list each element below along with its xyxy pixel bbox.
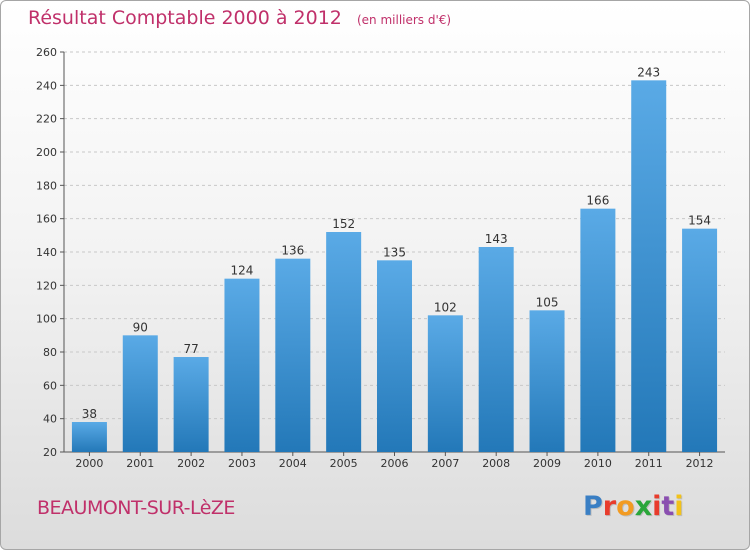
logo-letter: x: [634, 491, 653, 522]
y-tick-label: 180: [36, 179, 57, 192]
chart-title-block: Résultat Comptable 2000 à 2012 (en milli…: [28, 7, 451, 29]
bar: [71, 422, 107, 452]
y-tick-label: 20: [43, 446, 57, 459]
proxiti-logo: Proxiti: [583, 491, 684, 522]
y-tick-label: 160: [36, 213, 57, 226]
x-tick-label: 2001: [126, 457, 154, 470]
bar: [275, 258, 311, 452]
data-label: 124: [231, 264, 254, 278]
bar: [580, 208, 616, 452]
bar: [377, 260, 412, 452]
data-label: 90: [133, 320, 148, 334]
y-tick-label: 240: [36, 79, 57, 92]
logo-letter: i: [652, 491, 662, 522]
data-label: 243: [637, 65, 660, 79]
data-label: 102: [434, 300, 457, 314]
bar: [326, 232, 362, 452]
y-tick-label: 60: [43, 379, 57, 392]
logo-letter: r: [602, 491, 617, 522]
bar: [529, 310, 565, 452]
x-tick-label: 2007: [431, 457, 459, 470]
x-tick-label: 2006: [381, 457, 409, 470]
x-tick-label: 2009: [533, 457, 561, 470]
x-tick-label: 2004: [279, 457, 307, 470]
data-label: 136: [281, 244, 304, 258]
x-tick-label: 2008: [482, 457, 510, 470]
chart-unit: (en milliers d'€): [356, 13, 452, 27]
bar: [682, 228, 718, 452]
x-tick-label: 2011: [635, 457, 663, 470]
town-name: BEAUMONT-SUR-LèZE: [37, 497, 235, 519]
logo-letter: t: [661, 491, 675, 522]
bar: [478, 247, 514, 452]
y-tick-label: 260: [36, 46, 57, 59]
data-label: 77: [183, 342, 198, 356]
data-label: 105: [536, 295, 559, 309]
data-label: 135: [383, 245, 406, 259]
x-tick-label: 2000: [75, 457, 103, 470]
bar: [173, 357, 209, 452]
x-tick-label: 2005: [330, 457, 358, 470]
chart-title: Résultat Comptable 2000 à 2012: [28, 7, 342, 29]
data-label: 154: [688, 214, 711, 228]
bar: [122, 335, 158, 452]
bar: [427, 315, 463, 452]
y-tick-label: 220: [36, 113, 57, 126]
y-tick-label: 200: [36, 146, 57, 159]
y-tick-label: 100: [36, 313, 57, 326]
x-tick-label: 2012: [686, 457, 714, 470]
data-label: 166: [586, 194, 609, 208]
y-tick-label: 120: [36, 279, 57, 292]
logo-letter: o: [616, 491, 635, 522]
data-label: 38: [82, 407, 97, 421]
y-tick-label: 140: [36, 246, 57, 259]
x-tick-label: 2010: [584, 457, 612, 470]
data-label: 143: [485, 232, 508, 246]
bar: [631, 80, 667, 452]
data-label: 152: [332, 217, 355, 231]
y-tick-label: 40: [43, 413, 57, 426]
logo-letter: i: [674, 491, 684, 522]
logo-letter: P: [583, 491, 603, 522]
x-tick-label: 2003: [228, 457, 256, 470]
bar: [224, 278, 260, 452]
x-tick-label: 2002: [177, 457, 205, 470]
y-tick-label: 80: [43, 346, 57, 359]
